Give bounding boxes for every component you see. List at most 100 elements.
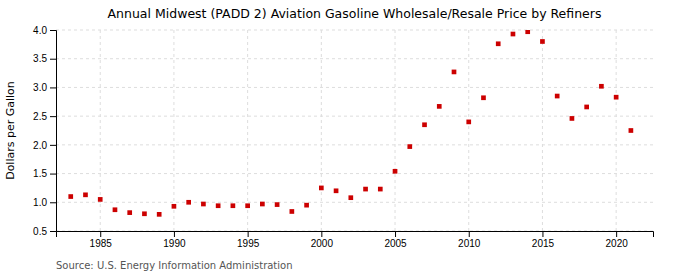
tick-label: 3.5	[33, 53, 47, 64]
point	[452, 70, 457, 75]
tick-mark	[469, 231, 470, 237]
point	[260, 202, 265, 207]
tick-label: 1985	[90, 238, 113, 249]
tick: 2015	[532, 231, 555, 249]
grid-line-y	[56, 173, 653, 174]
tick: 4.0	[33, 25, 56, 36]
tick-label: 2.0	[33, 140, 47, 151]
title: Annual Midwest (PADD 2) Aviation Gasolin…	[108, 6, 602, 21]
point	[216, 203, 221, 208]
point	[334, 188, 339, 193]
tick-label: 2000	[311, 238, 334, 249]
tick: 2000	[311, 231, 334, 249]
tick-mark	[616, 231, 617, 237]
point	[231, 203, 236, 208]
point	[290, 209, 295, 214]
tick: 2010	[458, 231, 481, 249]
tick-label: 0.5	[33, 226, 47, 237]
point	[525, 30, 530, 34]
y-axis: 0.5 1.0 1.5 2.0 2.5 3.0 3.5 4.0	[33, 25, 56, 237]
tick: 2.0	[33, 140, 56, 151]
point	[348, 195, 353, 200]
point	[511, 32, 516, 37]
point	[629, 128, 634, 133]
point	[83, 192, 88, 197]
point	[304, 203, 309, 208]
chart: 1985 1990 1995 2000 2005 2010 2015 2020 0.5 1.0 1.…	[0, 0, 675, 275]
grid-line-y	[56, 58, 653, 59]
tick: 1.5	[33, 168, 56, 179]
grid-line-x	[542, 30, 543, 231]
tick-label: 1995	[237, 238, 260, 249]
point	[496, 41, 501, 46]
point	[466, 120, 471, 125]
tick-mark	[321, 231, 322, 237]
tick-label: 4.0	[33, 25, 47, 36]
grid-line-y	[56, 87, 653, 88]
tick-label: 2.5	[33, 111, 47, 122]
tick: 1995	[237, 231, 260, 249]
grid-line-x	[616, 30, 617, 231]
point	[422, 122, 427, 127]
tick-label: 3.0	[33, 82, 47, 93]
tick-mark	[50, 59, 56, 60]
tick-label: 2015	[532, 238, 555, 249]
point	[407, 144, 412, 149]
grid-line-x	[247, 30, 248, 231]
tick: 2.5	[33, 111, 56, 122]
point	[275, 202, 280, 207]
point	[157, 212, 162, 217]
tick: 2005	[384, 231, 407, 249]
tick-mark	[395, 231, 396, 237]
point	[127, 210, 132, 215]
point	[599, 84, 604, 89]
point	[363, 187, 368, 192]
tick-mark	[50, 116, 56, 117]
tick-mark	[542, 231, 543, 237]
point	[540, 39, 545, 44]
y-axis-title: Dollars per Gallon	[4, 81, 17, 180]
plot-area: 1985 1990 1995 2000 2005 2010 2015 2020 0.5 1.0 1.…	[33, 25, 653, 249]
tick-label: 1.5	[33, 168, 47, 179]
tick-label: 1.0	[33, 197, 47, 208]
tick: 1.0	[33, 197, 56, 208]
tick: 1985	[90, 231, 113, 249]
grid-line-x	[395, 30, 396, 231]
tick: 1990	[163, 231, 186, 249]
point	[201, 202, 206, 207]
grid-line-x	[173, 30, 174, 231]
point	[378, 187, 383, 192]
tick-mark	[50, 202, 56, 203]
tick: 2020	[606, 231, 629, 249]
point	[570, 116, 575, 121]
point	[142, 211, 147, 216]
point	[172, 204, 177, 209]
point	[245, 203, 250, 208]
tick-mark	[50, 231, 56, 232]
grid-line-x	[321, 30, 322, 231]
tick-mark	[50, 145, 56, 146]
point	[113, 207, 118, 212]
tick-mark	[100, 231, 101, 237]
points	[68, 30, 633, 217]
point	[437, 104, 442, 109]
x-axis: 1985 1990 1995 2000 2005 2010 2015 2020	[57, 231, 654, 249]
tick: 0.5	[33, 226, 56, 237]
point	[555, 94, 560, 99]
point	[98, 197, 103, 202]
tick-mark	[50, 30, 56, 31]
point	[186, 200, 191, 205]
axis-line	[57, 232, 654, 238]
grid-line-y	[56, 202, 653, 203]
grid-line-y	[56, 30, 653, 31]
tick-label: 2010	[458, 238, 481, 249]
grid-line-y	[56, 144, 653, 145]
point	[584, 105, 589, 110]
tick-mark	[50, 174, 56, 175]
tick-label: 2020	[606, 238, 629, 249]
source-note: Source: U.S. Energy Information Administ…	[56, 260, 293, 271]
axis-line	[50, 31, 57, 232]
tick: 3.5	[33, 53, 56, 64]
point	[393, 169, 398, 174]
tick-mark	[248, 231, 249, 237]
